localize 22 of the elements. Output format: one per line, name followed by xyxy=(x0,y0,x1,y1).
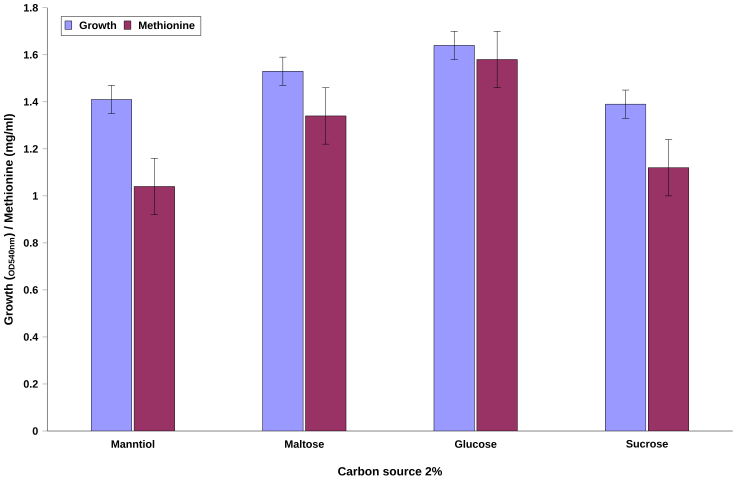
y-tick-label: 1.2 xyxy=(24,145,38,153)
y-tick-label: 0.8 xyxy=(24,239,38,247)
y-tick-label: 1.8 xyxy=(24,4,38,12)
y-tick-label: 1.6 xyxy=(24,51,38,59)
bar xyxy=(134,186,175,432)
y-tick-label: 0.4 xyxy=(24,333,38,341)
x-tick-label: Sucrose xyxy=(626,440,668,448)
x-tick-label: Maltose xyxy=(285,440,324,448)
x-axis-title: Carbon source 2% xyxy=(338,467,442,476)
bar xyxy=(476,60,518,432)
x-tick-label: Manntiol xyxy=(112,440,154,448)
x-tick-label: Glucose xyxy=(454,440,497,448)
legend-label: Methionine xyxy=(139,21,195,30)
y-tick-label: 1.4 xyxy=(24,98,38,106)
y-tick-label: 0.6 xyxy=(24,286,38,294)
y-tick-label: 0.2 xyxy=(24,380,38,388)
legend-label: Growth xyxy=(80,21,116,30)
y-axis-title: Growth ($_{OD540nm}$) / Methionine (mg/ml) xyxy=(4,114,16,326)
y-tick-label: 0 xyxy=(32,427,38,436)
y-tick-label: 1 xyxy=(32,192,38,200)
bar xyxy=(305,116,346,432)
bar xyxy=(648,168,690,432)
